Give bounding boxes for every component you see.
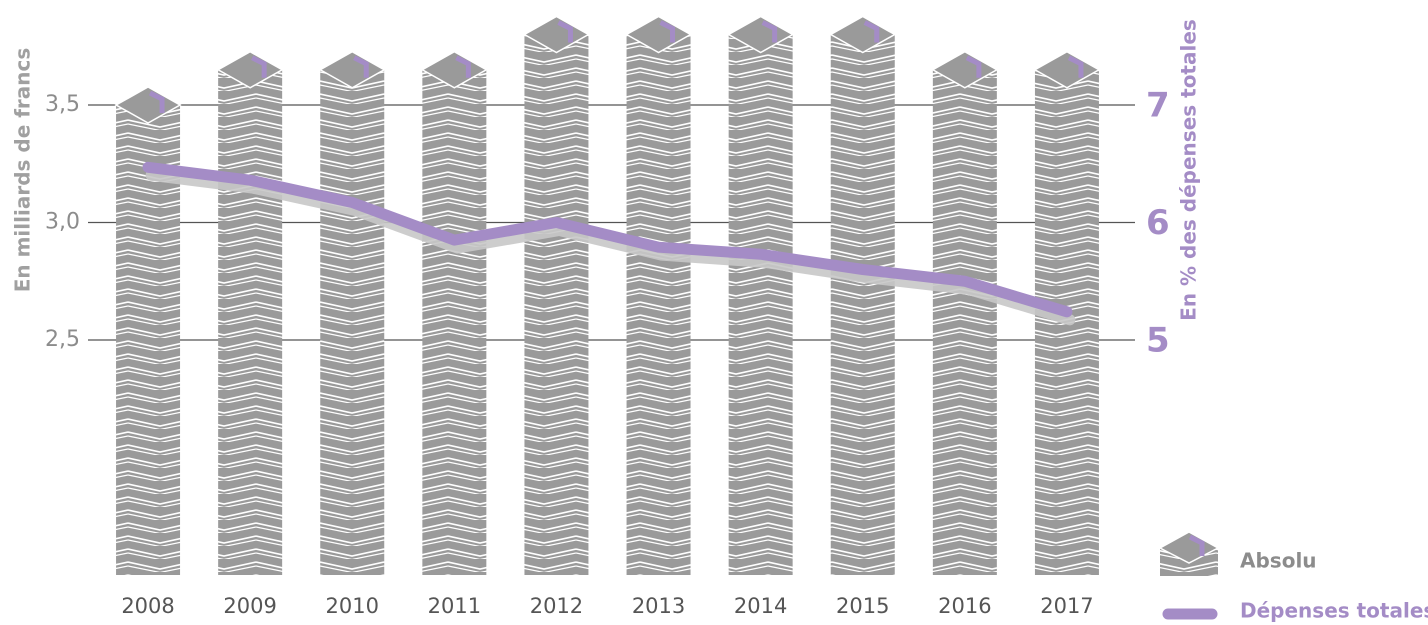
bar-cap [522,15,590,54]
legend-label: Dépenses totales [1240,599,1428,623]
bar-cap [1033,50,1101,89]
bar-cap [829,15,897,54]
bar [830,34,895,575]
x-tick-label: 2012 [530,594,583,618]
y-axis-label: En milliards de francs [11,48,35,293]
bar-band [148,90,165,113]
legend-swatch-band [1188,534,1205,556]
bar [626,34,691,575]
line [142,161,1073,318]
x-tick-label: 2014 [734,594,787,618]
x-tick-label: 2016 [938,594,991,618]
bar [524,34,589,575]
bar-cap [727,15,795,54]
bar [932,69,997,575]
bar-cap [114,86,182,124]
x-tick-label: 2013 [632,594,685,618]
bar [320,69,385,575]
line-shadow [145,169,1076,326]
x-tick-label: 2017 [1040,594,1093,618]
y2-tick-label: 7 [1146,86,1170,126]
bar [422,69,487,575]
bar-cap [931,50,999,89]
legend-label: Absolu [1240,549,1317,573]
y-tick-label: 3,5 [45,92,80,117]
bar-cap [420,50,488,89]
bar-band [1067,55,1084,78]
bar-band [761,20,778,43]
bar-cap [625,15,693,54]
y-tick-label: 3,0 [45,210,80,235]
bar-band [557,20,573,43]
bar-band [455,55,471,78]
y2-axis-label: En % des dépenses totales [1177,19,1201,321]
bar-cap [216,50,284,89]
x-tick-label: 2009 [223,594,276,618]
x-tick-label: 2008 [121,594,174,618]
y2-tick-label: 6 [1146,203,1170,243]
bar-band [659,20,676,43]
y-tick-label: 2,5 [45,327,80,352]
x-tick-label: 2011 [428,594,481,618]
bar-band [863,20,880,43]
bar-band [353,55,369,78]
bar [728,34,793,575]
bar [116,105,181,575]
bar [218,69,283,575]
x-tick-label: 2015 [836,594,889,618]
y2-tick-label: 5 [1146,321,1170,361]
bar-cap [318,50,386,89]
bar-band [251,55,267,78]
bar-band [965,55,982,78]
x-tick-label: 2010 [326,594,379,618]
